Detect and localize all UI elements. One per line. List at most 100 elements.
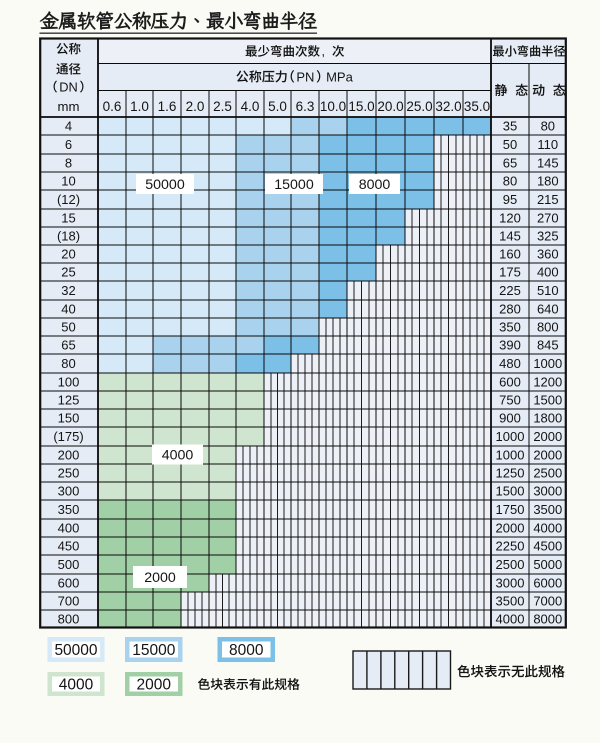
svg-text:,: , [322, 45, 325, 59]
svg-text:110: 110 [537, 137, 558, 152]
svg-text:15.0: 15.0 [348, 99, 374, 114]
svg-text:0.6: 0.6 [103, 99, 122, 114]
svg-text:100: 100 [58, 375, 80, 390]
svg-text:600: 600 [499, 375, 521, 390]
svg-text:65: 65 [503, 156, 517, 171]
svg-text:1750: 1750 [496, 502, 525, 517]
svg-text:5.0: 5.0 [268, 99, 287, 114]
svg-text:2000: 2000 [533, 429, 562, 444]
svg-text:(18): (18) [57, 229, 80, 244]
svg-text:800: 800 [537, 320, 559, 335]
svg-text:2500: 2500 [533, 466, 562, 481]
svg-text:390: 390 [499, 338, 521, 353]
svg-text:120: 120 [499, 211, 521, 226]
svg-text:1800: 1800 [533, 411, 562, 426]
svg-text:500: 500 [58, 557, 80, 572]
svg-text:225: 225 [499, 283, 521, 298]
svg-text:1000: 1000 [496, 429, 525, 444]
svg-text:20: 20 [61, 247, 75, 262]
svg-text:145: 145 [499, 229, 521, 244]
svg-text:15000: 15000 [274, 177, 314, 193]
svg-text:2000: 2000 [533, 448, 562, 463]
svg-text:2500: 2500 [496, 557, 525, 572]
svg-text:80: 80 [61, 356, 75, 371]
svg-text:510: 510 [537, 283, 559, 298]
svg-text:2000: 2000 [137, 677, 172, 694]
svg-text:65: 65 [61, 338, 75, 353]
svg-text:50000: 50000 [54, 642, 97, 659]
svg-text:4000: 4000 [533, 521, 562, 536]
svg-text:1.0: 1.0 [130, 99, 149, 114]
svg-text:2250: 2250 [496, 539, 525, 554]
svg-text:PN: PN [296, 69, 314, 84]
svg-text:mm: mm [58, 99, 80, 114]
svg-text:4000: 4000 [162, 448, 194, 464]
svg-text:900: 900 [499, 411, 521, 426]
svg-text:6.3: 6.3 [296, 99, 315, 114]
svg-text:800: 800 [58, 612, 80, 627]
svg-text:3500: 3500 [496, 594, 525, 609]
svg-text:35.0: 35.0 [464, 99, 490, 114]
svg-text:350: 350 [499, 320, 521, 335]
svg-text:450: 450 [58, 539, 80, 554]
svg-text:35: 35 [503, 119, 517, 134]
svg-text:325: 325 [537, 229, 559, 244]
svg-text:1200: 1200 [533, 375, 562, 390]
svg-text:300: 300 [58, 484, 80, 499]
svg-text:160: 160 [499, 247, 521, 262]
svg-text:4500: 4500 [533, 539, 562, 554]
svg-text:25.0: 25.0 [406, 99, 432, 114]
svg-text:2.0: 2.0 [186, 99, 205, 114]
svg-text:95: 95 [503, 192, 517, 207]
svg-text:20.0: 20.0 [377, 99, 403, 114]
svg-text:145: 145 [537, 156, 559, 171]
svg-text:3000: 3000 [533, 484, 562, 499]
svg-text:50000: 50000 [145, 177, 185, 193]
svg-text:80: 80 [503, 174, 517, 189]
svg-text:280: 280 [499, 302, 521, 317]
svg-text:32: 32 [61, 283, 75, 298]
svg-text:8: 8 [65, 156, 72, 171]
svg-text:125: 125 [58, 393, 80, 408]
svg-text:15000: 15000 [132, 642, 175, 659]
svg-text:400: 400 [537, 265, 559, 280]
svg-text:4000: 4000 [59, 677, 94, 694]
svg-text:2.5: 2.5 [213, 99, 232, 114]
svg-text:5000: 5000 [533, 557, 562, 572]
svg-text:1.6: 1.6 [158, 99, 177, 114]
svg-text:40: 40 [61, 302, 75, 317]
svg-text:4: 4 [65, 119, 72, 134]
svg-text:350: 350 [58, 502, 80, 517]
svg-text:3500: 3500 [533, 502, 562, 517]
svg-text:200: 200 [58, 448, 80, 463]
svg-text:2000: 2000 [144, 570, 176, 586]
svg-text:1500: 1500 [496, 484, 525, 499]
svg-text:6: 6 [65, 137, 72, 152]
svg-text:8000: 8000 [229, 642, 264, 659]
svg-text:7000: 7000 [533, 594, 562, 609]
svg-text:6000: 6000 [533, 576, 562, 591]
svg-text:1000: 1000 [496, 448, 525, 463]
svg-text:4.0: 4.0 [241, 99, 260, 114]
svg-text:700: 700 [58, 594, 80, 609]
svg-text:150: 150 [58, 411, 80, 426]
svg-text:80: 80 [541, 119, 555, 134]
svg-text:2000: 2000 [496, 521, 525, 536]
svg-text:50: 50 [61, 320, 75, 335]
svg-text:10: 10 [61, 174, 75, 189]
svg-text:25: 25 [61, 265, 75, 280]
svg-text:1000: 1000 [533, 356, 562, 371]
svg-text:1250: 1250 [496, 466, 525, 481]
svg-text:180: 180 [537, 174, 559, 189]
svg-text:600: 600 [58, 576, 80, 591]
svg-text:8000: 8000 [359, 177, 391, 193]
svg-text:360: 360 [537, 247, 559, 262]
svg-text:50: 50 [503, 137, 517, 152]
svg-text:1500: 1500 [533, 393, 562, 408]
svg-text:8000: 8000 [533, 612, 562, 627]
svg-text:3000: 3000 [496, 576, 525, 591]
svg-text:175: 175 [499, 265, 521, 280]
svg-text:10.0: 10.0 [320, 99, 346, 114]
svg-text:250: 250 [58, 466, 80, 481]
svg-text:32.0: 32.0 [435, 99, 461, 114]
